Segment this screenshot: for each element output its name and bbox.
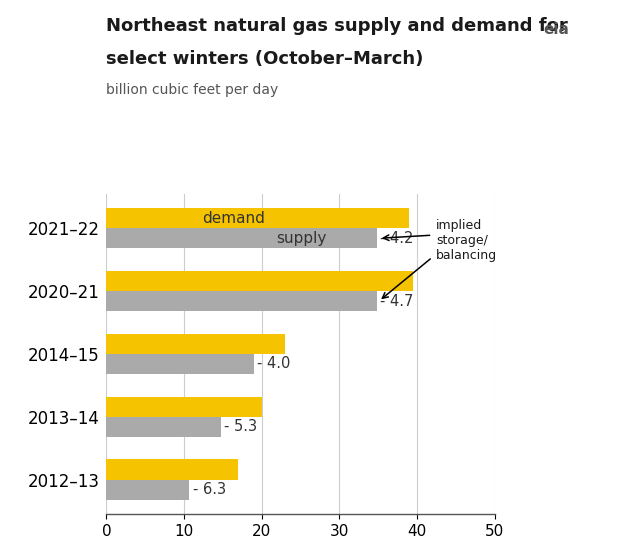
- Text: supply: supply: [275, 231, 326, 246]
- Bar: [106, 479, 190, 500]
- Bar: [106, 228, 377, 248]
- Text: - 5.3: - 5.3: [223, 419, 257, 434]
- Text: billion cubic feet per day: billion cubic feet per day: [106, 83, 279, 97]
- Text: demand: demand: [202, 211, 265, 226]
- Bar: [106, 397, 262, 417]
- Bar: [106, 291, 377, 311]
- Text: - 4.2: - 4.2: [379, 231, 413, 246]
- Bar: [106, 354, 254, 374]
- Text: implied
storage/
balancing: implied storage/ balancing: [436, 220, 498, 263]
- Bar: [106, 417, 220, 437]
- Bar: [106, 460, 239, 479]
- Bar: [106, 208, 409, 228]
- Text: eia: eia: [544, 22, 570, 37]
- Text: select winters (October–March): select winters (October–March): [106, 50, 424, 68]
- Text: - 4.0: - 4.0: [257, 357, 290, 372]
- Text: - 4.7: - 4.7: [379, 294, 413, 309]
- Bar: [106, 271, 413, 291]
- Text: Northeast natural gas supply and demand for: Northeast natural gas supply and demand …: [106, 17, 568, 35]
- Bar: [106, 334, 285, 354]
- Text: - 6.3: - 6.3: [193, 482, 226, 497]
